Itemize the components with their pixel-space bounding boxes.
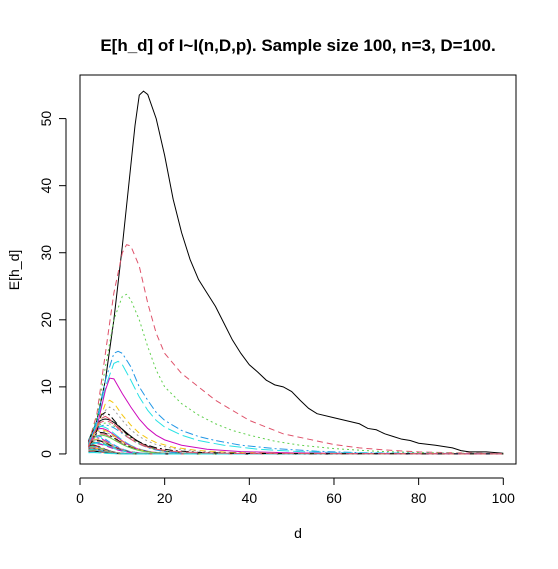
series-layer xyxy=(87,90,504,455)
series-line-7 xyxy=(88,399,504,455)
plot-frame xyxy=(79,74,517,465)
y-tick-label: 0 xyxy=(38,450,54,458)
series-line-9 xyxy=(88,411,504,455)
series-line-2 xyxy=(87,244,504,455)
y-tick-label: 50 xyxy=(38,111,54,127)
x-tick-label: 60 xyxy=(326,490,342,506)
series-line-10 xyxy=(88,415,504,455)
y-axis-label: E[h_d] xyxy=(6,250,22,290)
chart-title: E[h_d] of I~I(n,D,p). Sample size 100, n… xyxy=(100,36,495,55)
series-line-minor-42 xyxy=(88,451,504,455)
x-tick-label: 20 xyxy=(157,490,173,506)
series-line-5 xyxy=(88,360,504,455)
series-line-3 xyxy=(87,293,504,455)
y-tick-label: 10 xyxy=(38,379,54,395)
x-tick-label: 0 xyxy=(76,490,84,506)
x-tick-label: 40 xyxy=(242,490,258,506)
y-tick-label: 30 xyxy=(38,245,54,261)
y-tick-label: 40 xyxy=(38,178,54,194)
series-line-minor-13 xyxy=(88,436,504,455)
series-line-1 xyxy=(88,90,504,454)
x-tick-label: 100 xyxy=(492,490,516,506)
y-axis: 0 10 20 30 40 50 xyxy=(38,111,67,458)
series-line-4 xyxy=(87,350,504,455)
x-tick-label: 80 xyxy=(411,490,427,506)
x-axis-label: d xyxy=(294,525,302,541)
y-tick-label: 20 xyxy=(38,312,54,328)
x-axis: 0 20 40 60 80 100 xyxy=(76,477,516,506)
